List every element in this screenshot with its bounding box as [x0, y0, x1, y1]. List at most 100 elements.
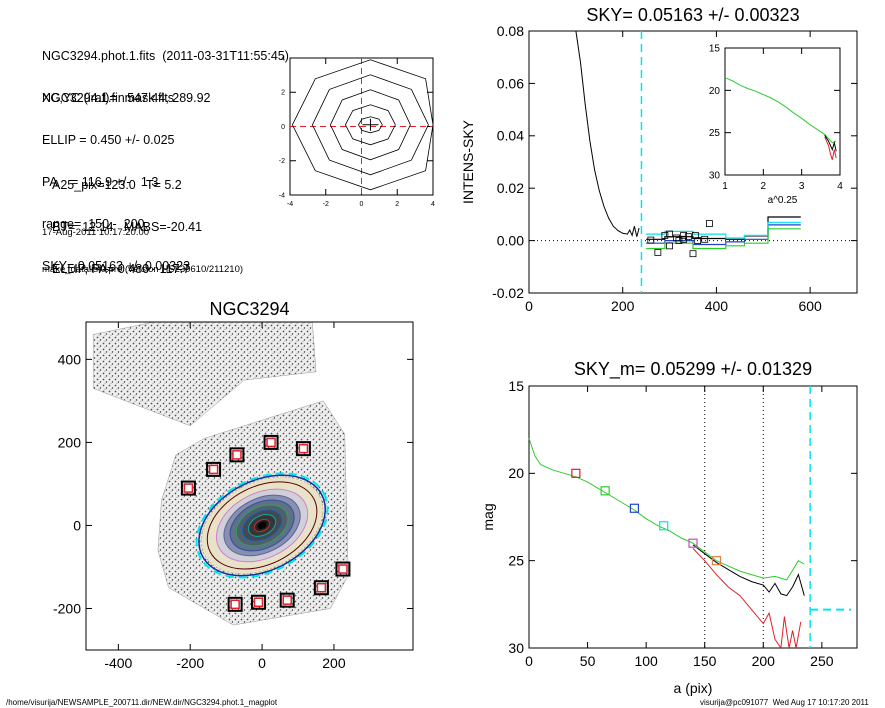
meta-block: 17-Aug-2011 10:17:20.00 make_datalist0.p… [42, 205, 243, 286]
sky-box-inner [208, 464, 219, 475]
sky-box-outer [206, 461, 222, 477]
contour-level [311, 74, 429, 176]
image-frame [85, 321, 414, 651]
inset-red-line [824, 136, 837, 160]
sky-box-inner [253, 597, 264, 608]
inset-xlabel: a^0.25 [768, 195, 798, 206]
sky-box-outer [227, 596, 243, 612]
sky-y-label: 0.04 [497, 128, 524, 144]
sky-square-point [680, 231, 688, 239]
mag-xlabel: a (pix) [674, 680, 713, 696]
ellip-line: ELLIP = 0.450 +/- 0.025 [42, 133, 175, 147]
range-line: range= 150.- 200. [42, 217, 148, 231]
sky-box-outer [279, 592, 295, 608]
mag-square-point [600, 486, 610, 496]
image-y-label: 0 [73, 517, 81, 533]
image-x-label: 200 [322, 655, 346, 671]
sky-box-inner [230, 599, 240, 610]
sky-x-label: 600 [798, 298, 822, 314]
contour-y-label: 0 [281, 124, 285, 131]
inset-green-line [724, 77, 837, 144]
sky-x-label: 0 [525, 298, 533, 314]
sky-box-inner [183, 483, 194, 493]
inset-x-label: 1 [722, 181, 728, 192]
mag-frame [528, 385, 858, 649]
aperture-ellipse-cyan [195, 472, 329, 579]
mag-title: SKY_m= 0.05299 +/- 0.01329 [574, 359, 812, 380]
inset-frame [724, 47, 841, 176]
results-block: A25_pix=123.0 T= 5.2 BT= 12.14 MABS=-20.… [52, 150, 202, 290]
sky-series-green [646, 228, 801, 250]
footer-path: /home/visurija/NEWSAMPLE_200711.dir/NEW.… [6, 698, 278, 707]
program-line: make_datalist0.pro (version HS230610/211… [42, 264, 244, 275]
mag-y-label: 20 [508, 465, 524, 481]
mag-square-point [711, 556, 722, 566]
header-block: NGC3294.phot.1.fits (2011-03-31T11:55:45… [42, 21, 289, 119]
image-field-upper [92, 321, 317, 427]
mag-square-point [659, 521, 669, 531]
contour-level [291, 59, 434, 191]
sky-box-outer [313, 580, 329, 596]
sky-box-outer [229, 447, 245, 463]
sky-x-label: 200 [611, 298, 635, 314]
aperture-ellipse-blue [198, 474, 326, 577]
mag-x-label: 0 [525, 653, 533, 669]
xcyc-line: XC,YC (iraf)= 547.44, 289.92 [42, 91, 211, 105]
contour-level [329, 89, 411, 161]
inset-y-label: 30 [709, 171, 721, 182]
date-line: 17-Aug-2011 10:17:20.00 [42, 227, 150, 238]
sky-square-point [654, 248, 662, 256]
contour-y-label: -4 [279, 192, 285, 199]
sky-box-inner [298, 443, 309, 454]
mag-red-line [692, 548, 802, 650]
sky-line: SKY= 0.05163 +/- 0.00323 [42, 259, 191, 273]
contour-x-label: 4 [431, 201, 435, 208]
sky-square-point [647, 236, 655, 244]
inset-y-label: 25 [709, 128, 721, 139]
sky-box-inner [316, 582, 327, 593]
sky-y-label: 0.06 [497, 75, 524, 91]
sky-y-label: -0.02 [492, 285, 524, 301]
a25-line: A25_pix=123.0 T= 5.2 [52, 178, 182, 192]
bt-line: BT= 12.14 MABS=-20.41 [52, 220, 203, 234]
sky-box-inner [266, 437, 276, 448]
sky-y-label: 0.08 [497, 23, 524, 39]
mag-x-label: 200 [752, 653, 776, 669]
sky-square-point [689, 250, 697, 258]
sky-box-inner [282, 595, 292, 605]
sky-box-inner [232, 450, 242, 460]
inset-x-label: 4 [837, 181, 843, 192]
sky-square-point [666, 230, 673, 238]
mag-x-label: 250 [810, 653, 834, 669]
inset-black-line [824, 134, 837, 152]
sky-y-label: 0.00 [497, 233, 524, 249]
sky-box-outer [250, 594, 266, 610]
sky-square-point [661, 231, 669, 239]
contour-y-label: -2 [279, 158, 285, 165]
sky-square-point [680, 235, 688, 243]
inset-x-label: 3 [799, 181, 805, 192]
sky-ylabel: INTENS-SKY [460, 119, 476, 204]
sky-frame [528, 30, 858, 294]
mask-line: NGC3294.1.finmask.fits [42, 91, 174, 105]
inset-x-label: 2 [761, 181, 767, 192]
sky-x-label: 400 [705, 298, 729, 314]
mag-y-label: 25 [508, 553, 524, 569]
galaxy-isophote [257, 521, 267, 529]
sky-title: SKY= 0.05163 +/- 0.00323 [586, 5, 799, 25]
contour-y-label: 4 [281, 55, 285, 62]
mag-black-line [692, 544, 805, 597]
image-y-label: -200 [53, 600, 81, 616]
contour-y-label: 2 [281, 90, 285, 97]
file-line: NGC3294.phot.1.fits (2011-03-31T11:55:45… [42, 49, 289, 63]
contour-x-label: -2 [323, 201, 329, 208]
contour-level [344, 104, 396, 146]
contour-level [357, 116, 383, 134]
image-x-label: -400 [104, 655, 132, 671]
sky-box-outer [335, 561, 351, 577]
mag-green-line [528, 438, 805, 581]
sky-square-point [701, 235, 709, 243]
mag-square-point [629, 503, 640, 513]
sky-square-point [666, 242, 673, 250]
